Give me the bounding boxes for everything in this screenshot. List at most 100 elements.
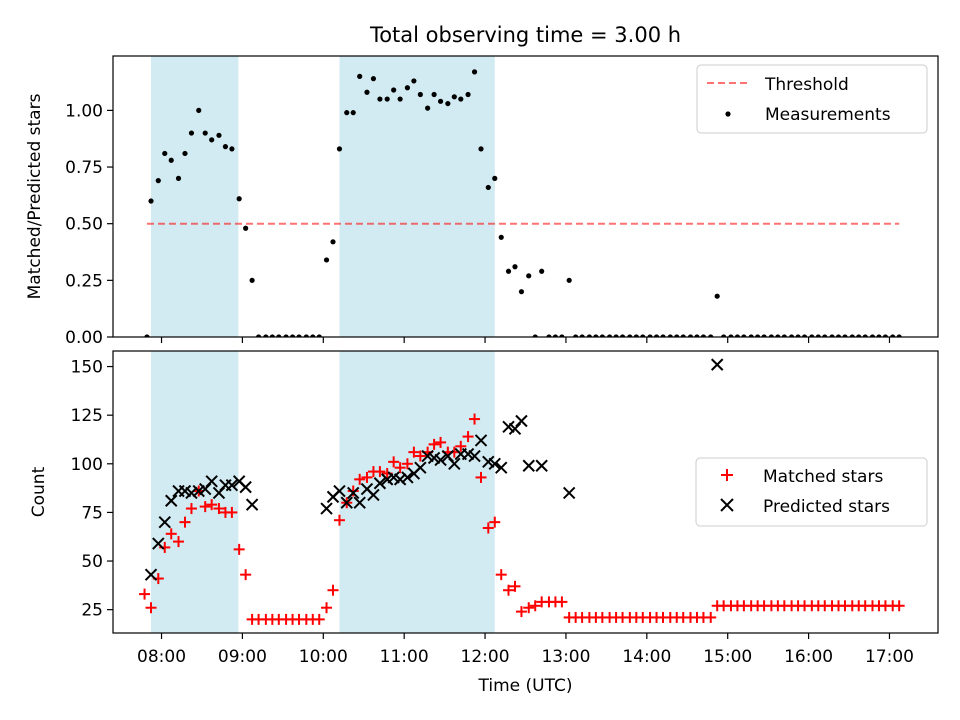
- measurement-point: [801, 334, 808, 337]
- predicted-star-point: [414, 461, 427, 474]
- matched-star-point: [523, 602, 535, 614]
- measurement-point: [680, 334, 686, 337]
- measurement-point: [370, 76, 377, 82]
- y-tick-label: 0.75: [65, 158, 103, 178]
- count-shading: [151, 351, 495, 633]
- predicted-star-point: [401, 471, 414, 484]
- matched-star-point: [327, 584, 339, 596]
- measurement-point: [471, 69, 478, 75]
- measurement-point: [411, 78, 417, 84]
- measurement-point: [721, 334, 727, 337]
- predicted-star-point: [158, 515, 171, 529]
- measurement-point: [835, 334, 842, 337]
- measurement-point: [492, 175, 498, 181]
- y-tick-label: 50: [81, 552, 103, 572]
- measurement-point: [842, 334, 848, 337]
- matched-star-point: [495, 569, 507, 581]
- matched-star-point: [347, 485, 359, 497]
- predicted-star-point: [165, 494, 178, 507]
- measurement-point: [539, 268, 545, 274]
- matched-star-point: [705, 611, 717, 623]
- measurement-point: [674, 334, 680, 337]
- matched-star-point: [893, 600, 905, 612]
- measurement-point: [579, 334, 585, 337]
- measurement-point: [289, 334, 296, 337]
- measurement-point: [687, 334, 694, 337]
- measurement-point: [323, 257, 330, 263]
- measurement-point: [599, 334, 605, 337]
- measurement-point: [667, 334, 673, 337]
- observing-window-band: [151, 56, 239, 337]
- ratio-y-ticks: 0.00 0.25 0.50 0.75 1.00: [65, 101, 113, 348]
- matched-star-point: [435, 436, 447, 448]
- predicted-star-point: [468, 449, 481, 463]
- count-x-ticks: 08:00 09:00 10:00 11:00 12:00 13:00 14:00 15:00…: [137, 633, 914, 667]
- predicted-star-point: [495, 461, 508, 474]
- measurement-point: [144, 334, 150, 337]
- x-tick-label: 17:00: [865, 647, 914, 667]
- count-axes-frame: [112, 350, 939, 634]
- y-tick-label: 0.00: [65, 328, 103, 348]
- matched-star-point: [213, 503, 225, 515]
- x-tick-label: 12:00: [461, 647, 510, 667]
- measurement-point: [869, 334, 876, 337]
- measurement-point: [607, 334, 613, 337]
- measurement-point: [175, 175, 182, 181]
- measurement-point: [822, 334, 828, 337]
- matched-star-point: [240, 569, 252, 581]
- matched-star-point: [509, 580, 521, 592]
- y-tick-label: 25: [81, 601, 103, 621]
- matched-star-point: [475, 471, 487, 483]
- matched-star-point: [361, 471, 373, 483]
- measurement-point: [660, 334, 666, 337]
- x-tick-label: 08:00: [137, 647, 186, 667]
- measurement-point: [714, 293, 720, 299]
- measurement-point: [249, 277, 255, 283]
- predicted-star-point: [144, 568, 158, 581]
- predicted-star-point: [474, 434, 488, 447]
- x-tick-label: 10:00: [299, 647, 348, 667]
- measurement-point: [344, 110, 350, 116]
- measurement-point: [559, 334, 565, 337]
- measurement-point: [566, 277, 572, 283]
- measurement-point: [505, 268, 512, 274]
- matched-star-point: [233, 543, 245, 555]
- predicted-star-point: [434, 453, 447, 467]
- matched-star-point: [455, 440, 467, 452]
- measurement-point: [216, 132, 222, 138]
- measurement-point: [276, 334, 282, 337]
- count-y-ticks: 25 50 75 100 125 150: [71, 358, 113, 621]
- predicted-star-point: [347, 486, 360, 500]
- count-series: [139, 358, 905, 625]
- measurement-point: [188, 130, 195, 136]
- predicted-star-point: [239, 480, 252, 494]
- predicted-star-point: [320, 502, 333, 515]
- measurement-point: [775, 334, 781, 337]
- measurement-point: [417, 91, 423, 98]
- x-axis-label: Time (UTC): [478, 676, 573, 696]
- ratio-legend-frame: [696, 64, 928, 134]
- y-tick-label: 125: [71, 406, 103, 426]
- measurement-point: [795, 334, 801, 337]
- measurement-point: [310, 334, 316, 337]
- matched-star-point: [515, 606, 527, 618]
- measurement-point: [789, 334, 795, 337]
- matched-star-point: [139, 588, 151, 600]
- measurement-point: [209, 137, 215, 143]
- predicted-star-point: [373, 477, 387, 490]
- measurement-point: [829, 334, 835, 337]
- y-tick-label: 1.00: [65, 101, 103, 121]
- predicted-star-point: [152, 537, 165, 550]
- measurement-point: [364, 89, 370, 95]
- measurement-point: [451, 94, 457, 100]
- ratio-axes-frame: [112, 55, 939, 338]
- y-tick-label: 0.50: [65, 215, 103, 235]
- measurement-point: [552, 334, 559, 337]
- matched-star-point: [428, 438, 440, 450]
- measurement-point: [748, 334, 754, 337]
- matched-star-point: [321, 602, 333, 614]
- measurement-point: [532, 334, 538, 337]
- measurement-point: [202, 130, 208, 136]
- measurement-point: [296, 334, 302, 337]
- measurement-point: [236, 196, 242, 202]
